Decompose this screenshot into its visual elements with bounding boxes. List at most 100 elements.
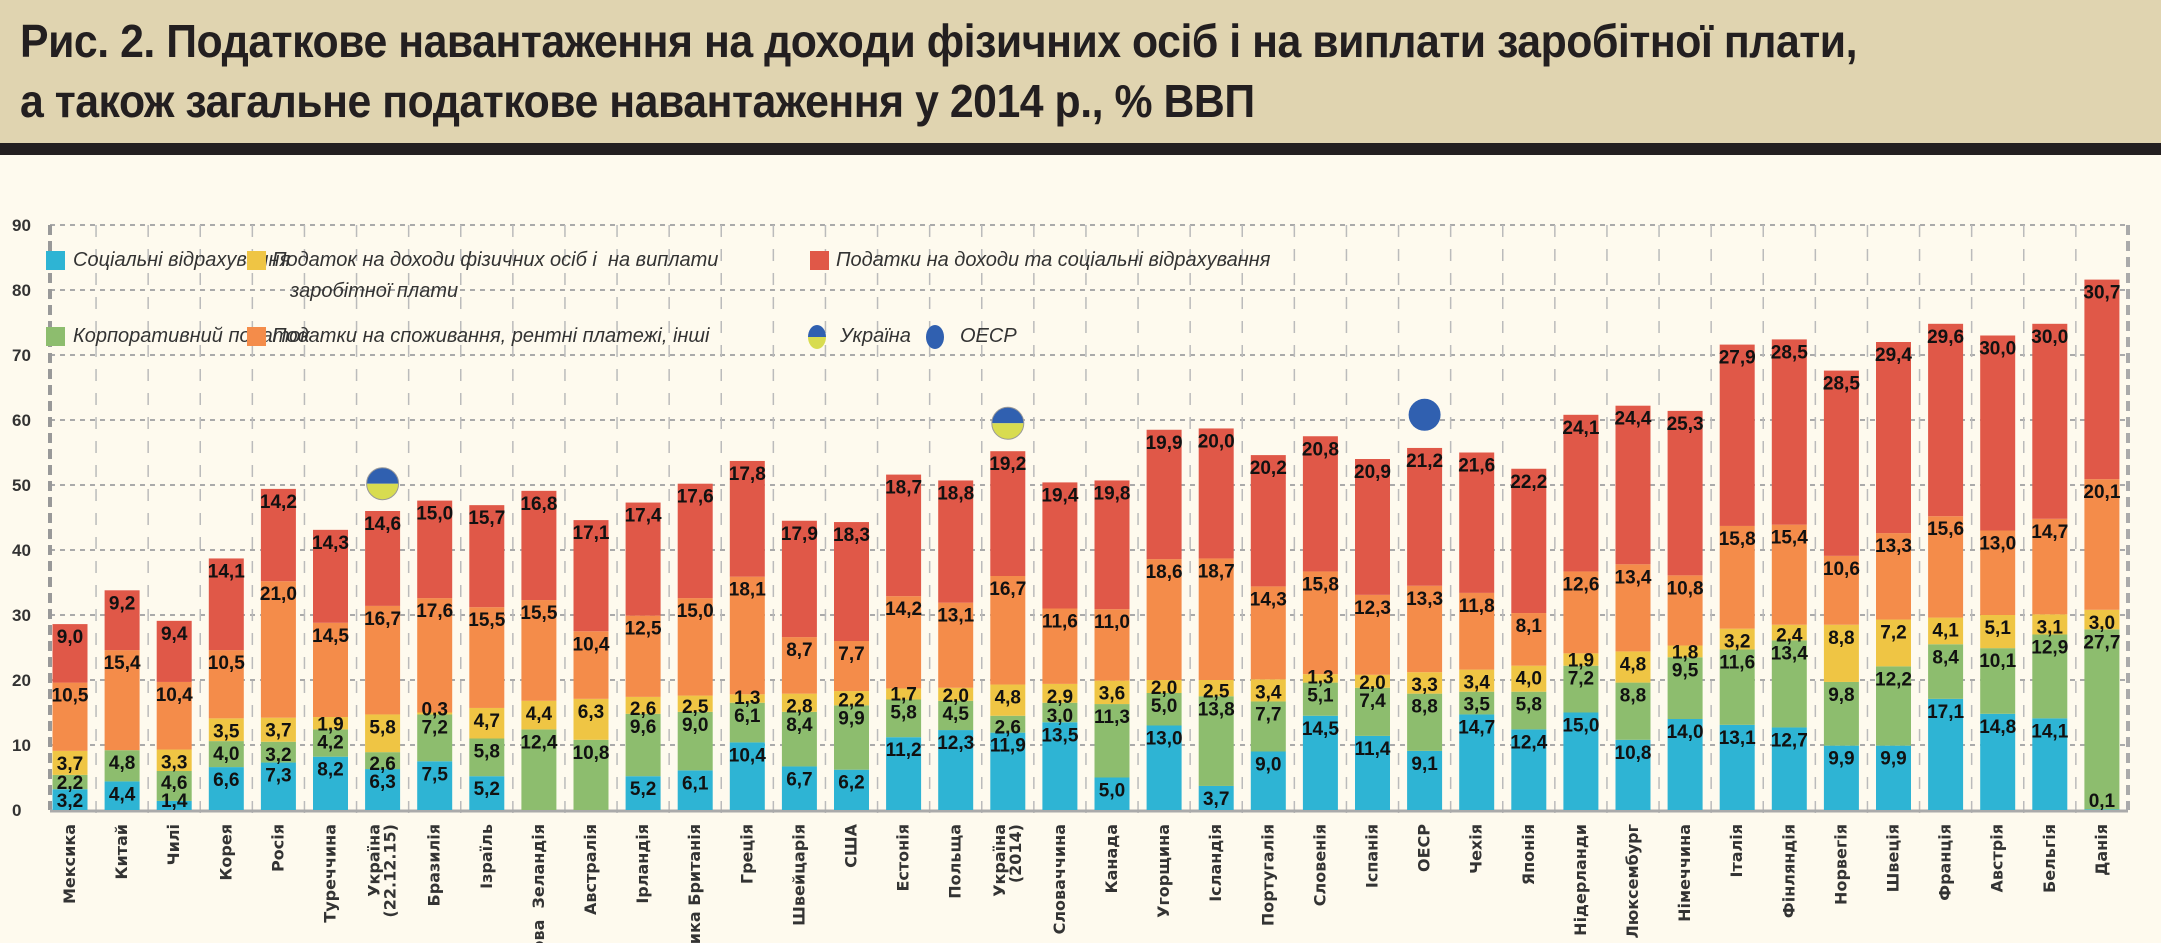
data-label-income_social: 29,4 xyxy=(1875,345,1912,366)
data-label-social: 3,2 xyxy=(57,791,83,812)
data-label-corporate: 4,0 xyxy=(213,744,239,765)
bar-segment-social xyxy=(1511,729,1547,810)
data-label-pit: 2,5 xyxy=(1203,681,1230,702)
y-tick-label: 30 xyxy=(12,606,31,625)
data-label-consumption: 10,4 xyxy=(573,634,610,655)
data-label-consumption: 11,6 xyxy=(1042,612,1078,633)
data-label-pit: 4,8 xyxy=(995,688,1021,709)
bar-segment-consumption xyxy=(104,650,140,751)
data-label-social: 17,1 xyxy=(1927,702,1964,723)
data-label-pit: 3,4 xyxy=(1255,682,1282,703)
x-tick-label: Фінляндія xyxy=(1779,824,1798,918)
data-label-income_social: 30,0 xyxy=(2031,327,2068,348)
data-label-income_social: 30,0 xyxy=(1979,339,2016,360)
bar-segment-income_social xyxy=(1719,344,1755,526)
chart-title-line-2: а також загальне податкове навантаження … xyxy=(20,75,1255,127)
data-label-pit: 4,7 xyxy=(474,711,500,732)
bar-segment-social xyxy=(52,789,88,810)
data-label-corporate: 5,8 xyxy=(1516,695,1542,716)
bar-segment-social xyxy=(990,732,1026,810)
bar-segment-income_social xyxy=(781,520,817,638)
bar-segment-corporate xyxy=(781,711,817,767)
bar-segment-pit xyxy=(1042,683,1078,703)
data-label-income_social: 29,6 xyxy=(1927,327,1964,348)
data-label-corporate: 5,1 xyxy=(1307,686,1334,707)
data-label-corporate: 5,8 xyxy=(474,742,500,763)
data-label-social: 11,9 xyxy=(990,736,1026,757)
data-label-income_social: 9,2 xyxy=(109,593,135,614)
bar-segment-corporate xyxy=(1459,691,1495,715)
bar-segment-corporate xyxy=(208,741,244,768)
data-label-pit: 2,2 xyxy=(838,690,864,711)
bar-segment-social xyxy=(260,762,296,810)
bar-segment-corporate xyxy=(1771,640,1807,728)
bar-segment-consumption xyxy=(1667,575,1703,646)
data-label-income_social: 22,2 xyxy=(1510,472,1547,493)
bar-segment-income_social xyxy=(677,483,713,599)
bar-segment-corporate xyxy=(1876,666,1911,746)
bar-segment-social xyxy=(1719,724,1755,810)
x-tick-label: Нідерланди xyxy=(1571,824,1590,936)
bar-segment-corporate xyxy=(1980,648,2016,714)
data-label-corporate: 4,2 xyxy=(317,732,343,753)
bar-segment-pit xyxy=(1615,651,1651,683)
bar-segment-pit xyxy=(886,688,922,700)
bar-segment-social xyxy=(781,766,817,810)
bar-segment-corporate xyxy=(729,702,765,743)
bar-segment-pit xyxy=(2032,614,2068,635)
chart-title-line-1: Рис. 2. Податкове навантаження на доходи… xyxy=(20,15,1858,67)
legend-label-pit: Податок на доходи фізичних осіб і на вип… xyxy=(272,249,719,271)
data-label-social: 6,6 xyxy=(213,770,239,791)
data-label-corporate: 7,4 xyxy=(1359,691,1386,712)
data-label-corporate: 9,5 xyxy=(1672,660,1699,681)
bar-segment-social xyxy=(625,776,661,810)
bar-segment-consumption xyxy=(781,637,817,694)
bar-segment-income_social xyxy=(208,558,244,651)
bar-segment-consumption xyxy=(260,581,296,718)
bar-segment-income_social xyxy=(1302,436,1338,572)
data-label-income_social: 14,2 xyxy=(260,492,297,513)
x-tick-label: Велика Британія xyxy=(685,824,704,943)
bar-segment-corporate xyxy=(469,738,505,777)
bar-segment-income_social xyxy=(313,529,348,623)
data-label-pit: 1,7 xyxy=(890,685,916,706)
data-label-consumption: 8,7 xyxy=(786,640,812,661)
bar-segment-social xyxy=(1667,719,1703,810)
bar-segment-consumption xyxy=(1563,571,1599,654)
bar-segment-social xyxy=(1250,751,1286,810)
data-label-social: 6,7 xyxy=(786,769,812,790)
data-label-social: 6,2 xyxy=(838,773,864,794)
bar-segment-pit xyxy=(313,717,348,730)
data-label-income_social: 9,0 xyxy=(57,627,83,648)
bar-segment-social xyxy=(1407,750,1443,810)
data-label-consumption: 11,0 xyxy=(1094,612,1130,633)
bar-segment-corporate xyxy=(573,739,609,810)
bar-segment-corporate xyxy=(1198,696,1234,786)
bar-segment-social xyxy=(1198,785,1234,810)
bar-segment-corporate xyxy=(677,711,713,771)
data-label-corporate: 13,8 xyxy=(1198,699,1235,720)
bar-segment-consumption xyxy=(2084,479,2120,610)
data-label-pit: 5,8 xyxy=(369,717,395,738)
x-tick-label: Польща xyxy=(946,824,965,899)
bar-segment-consumption xyxy=(938,602,974,688)
data-label-income_social: 15,0 xyxy=(416,504,453,525)
data-label-social: 10,8 xyxy=(1615,743,1652,764)
bar-segment-pit xyxy=(938,687,974,701)
bar-segment-pit xyxy=(573,698,609,740)
data-label-social: 9,1 xyxy=(1411,754,1438,775)
x-tick-label: Ірландія xyxy=(633,824,652,904)
bar-segment-income_social xyxy=(1511,468,1547,614)
bar-segment-consumption xyxy=(1980,530,2016,615)
data-label-consumption: 14,2 xyxy=(885,599,922,620)
bar-segment-pit xyxy=(1355,674,1390,688)
bar-segment-consumption xyxy=(1459,592,1495,670)
bar-segment-social xyxy=(104,781,140,810)
data-label-pit: 2,0 xyxy=(1359,673,1385,694)
data-label-social: 10,4 xyxy=(729,745,766,766)
data-label-corporate: 7,2 xyxy=(421,717,447,738)
data-label-income_social: 28,5 xyxy=(1771,342,1808,363)
data-label-consumption: 18,6 xyxy=(1146,562,1183,583)
bar-segment-pit xyxy=(729,694,765,703)
data-label-corporate: 8,4 xyxy=(1932,647,1959,668)
